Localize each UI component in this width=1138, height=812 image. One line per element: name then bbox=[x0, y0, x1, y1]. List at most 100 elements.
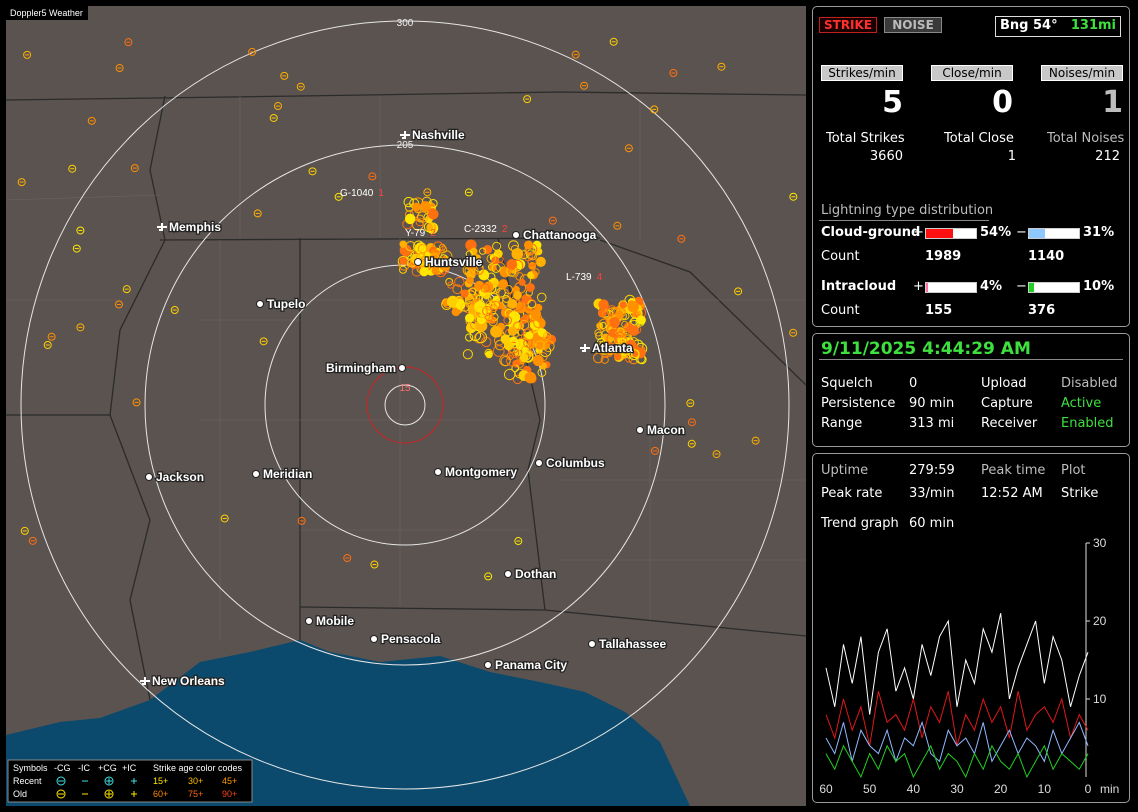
strike-button[interactable]: STRIKE bbox=[819, 17, 877, 33]
strike bbox=[615, 307, 626, 318]
strike bbox=[490, 325, 503, 338]
dist-pct: 10% bbox=[1083, 279, 1115, 294]
station-count: 4 bbox=[597, 272, 603, 283]
dist-label: Cloud-ground bbox=[821, 225, 921, 240]
strike bbox=[482, 245, 493, 255]
strike bbox=[513, 290, 522, 300]
city-dot bbox=[256, 300, 264, 308]
legend-row: Recent bbox=[13, 776, 42, 786]
trend-label: Trend graph bbox=[821, 516, 899, 531]
strike bbox=[419, 267, 429, 277]
dist-pct: 54% bbox=[980, 225, 1012, 240]
strike bbox=[532, 268, 540, 276]
strike bbox=[535, 256, 546, 267]
stat: 12:52 AM bbox=[981, 486, 1043, 501]
strike bbox=[368, 172, 377, 181]
strike bbox=[492, 345, 505, 357]
strike bbox=[598, 318, 611, 331]
lightning-map: Nashville Memphis Chattanooga Huntsville Tup… bbox=[6, 6, 806, 806]
strike bbox=[474, 306, 487, 319]
strike bbox=[618, 337, 627, 346]
strike bbox=[417, 243, 428, 254]
strike bbox=[253, 209, 262, 218]
strike bbox=[431, 266, 440, 275]
strike bbox=[334, 192, 343, 201]
strike bbox=[47, 332, 56, 341]
distribution-title: Lightning type distribution bbox=[821, 203, 994, 218]
sign: − bbox=[1016, 279, 1027, 294]
dist-pct: 31% bbox=[1083, 225, 1115, 240]
strike bbox=[600, 355, 609, 364]
sign: − bbox=[1016, 225, 1027, 240]
strike bbox=[451, 307, 461, 317]
city-dot bbox=[588, 640, 596, 648]
noise-button[interactable]: NOISE bbox=[884, 17, 942, 33]
setting: 90 min bbox=[909, 396, 955, 411]
strike bbox=[170, 305, 179, 314]
strike bbox=[543, 331, 552, 340]
city-dot bbox=[252, 470, 260, 478]
strike bbox=[527, 299, 537, 309]
sym-neg-cg bbox=[56, 789, 66, 799]
strike bbox=[532, 355, 544, 367]
legend-age: 45+ bbox=[222, 776, 237, 786]
dist-count: 1989 bbox=[925, 249, 962, 264]
strike bbox=[712, 450, 721, 459]
city-label: Panama City bbox=[495, 658, 567, 672]
strike bbox=[621, 348, 629, 357]
strike bbox=[68, 164, 77, 173]
legend-box bbox=[7, 759, 253, 803]
stat: Peak time bbox=[981, 463, 1046, 478]
strike bbox=[17, 178, 26, 187]
strike bbox=[526, 313, 536, 323]
station-count: 2 bbox=[430, 228, 436, 239]
stat: 279:59 bbox=[909, 463, 955, 478]
setting: Range bbox=[821, 416, 863, 431]
station-id: Y-79 bbox=[405, 228, 426, 239]
dist-count: 155 bbox=[925, 303, 953, 318]
strike bbox=[460, 302, 470, 312]
strike bbox=[533, 317, 545, 329]
strike bbox=[426, 256, 438, 268]
total-value: 1 bbox=[1007, 149, 1016, 164]
county-lines bbox=[6, 96, 806, 640]
strike bbox=[464, 188, 473, 197]
city-label: Tallahassee bbox=[599, 637, 666, 651]
strike bbox=[403, 196, 414, 208]
strike bbox=[76, 226, 85, 235]
station-count: 2 bbox=[502, 224, 508, 235]
strike bbox=[419, 201, 431, 213]
strike bbox=[492, 241, 502, 251]
strike bbox=[466, 276, 474, 285]
strike bbox=[404, 213, 416, 225]
city-dot bbox=[398, 364, 406, 372]
strike bbox=[473, 254, 481, 262]
rate-value: 5 bbox=[882, 85, 903, 120]
strike bbox=[634, 347, 646, 359]
strike bbox=[609, 37, 618, 46]
strike bbox=[605, 349, 614, 358]
strike bbox=[650, 105, 659, 114]
city-label: Nashville bbox=[412, 128, 465, 142]
strike bbox=[677, 234, 686, 243]
strike bbox=[534, 340, 545, 351]
city-dot bbox=[535, 459, 543, 467]
strike bbox=[503, 316, 512, 325]
strike bbox=[76, 323, 85, 332]
strike bbox=[624, 144, 633, 153]
setting: Squelch bbox=[821, 376, 873, 391]
strike bbox=[447, 281, 455, 289]
strike bbox=[523, 95, 532, 104]
strike bbox=[525, 283, 535, 292]
dist-count: 1140 bbox=[1028, 249, 1065, 264]
settings-panel: 9/11/2025 4:44:29 AM Squelch 0 Upload Disab… bbox=[812, 333, 1130, 447]
strike bbox=[506, 259, 518, 270]
setting: 0 bbox=[909, 376, 918, 391]
strike bbox=[523, 240, 534, 250]
strike bbox=[297, 516, 306, 525]
airport-icon bbox=[140, 677, 150, 685]
city-dot bbox=[414, 258, 422, 266]
strike bbox=[524, 371, 537, 384]
airport-icon bbox=[157, 223, 167, 231]
dist-bar-track bbox=[1028, 228, 1080, 239]
